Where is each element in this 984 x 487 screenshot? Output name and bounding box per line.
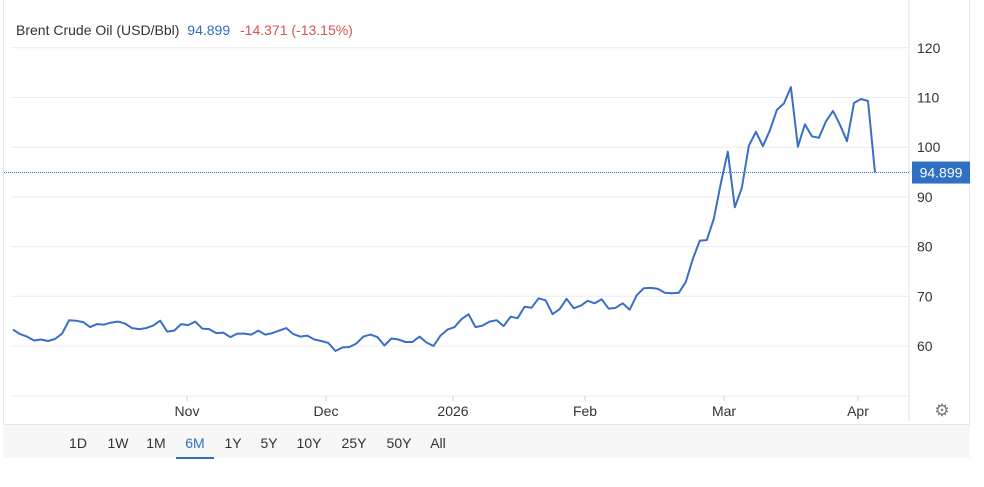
y-tick-label: 60 — [917, 338, 933, 354]
range-button-6m[interactable]: 6M — [176, 433, 214, 459]
price-chart[interactable]: 60 70 80 90 100 110 120 Nov Dec 2026 Feb Mar Apr 94.8… — [4, 0, 971, 424]
range-button-50y[interactable]: 50Y — [386, 435, 412, 451]
range-button-all[interactable]: All — [430, 435, 446, 451]
x-tick-label: Mar — [712, 403, 736, 419]
y-tick-label: 90 — [917, 189, 933, 205]
chart-header: Brent Crude Oil (USD/Bbl) 94.899 -14.371… — [16, 22, 353, 38]
range-button-5y[interactable]: 5Y — [260, 435, 278, 451]
x-tick-label: Apr — [847, 403, 869, 419]
y-tick-label: 110 — [917, 90, 940, 106]
current-price-badge-label: 94.899 — [920, 165, 963, 181]
range-button-1d[interactable]: 1D — [69, 435, 87, 451]
x-tick-label: Dec — [314, 403, 339, 419]
y-tick-label: 120 — [917, 40, 941, 56]
range-button-1w[interactable]: 1W — [107, 435, 129, 451]
x-tick-label: Feb — [573, 403, 597, 419]
range-button-10y[interactable]: 10Y — [296, 435, 322, 451]
price-change: -14.371 (-13.15%) — [240, 22, 353, 38]
range-button-1y[interactable]: 1Y — [224, 435, 242, 451]
range-button-1m[interactable]: 1M — [146, 435, 166, 451]
y-tick-label: 70 — [917, 288, 933, 304]
range-button-25y[interactable]: 25Y — [341, 435, 367, 451]
y-tick-label: 80 — [917, 239, 933, 255]
chart-container: 60 70 80 90 100 110 120 Nov Dec 2026 Feb Mar Apr 94.8… — [3, 0, 970, 458]
x-tick-label: Nov — [175, 403, 200, 419]
x-tick-label: 2026 — [437, 403, 468, 419]
range-selector: 1D 1W 1M 6M 1Y 5Y 10Y 25Y 50Y All — [3, 424, 970, 459]
current-price: 94.899 — [187, 22, 231, 38]
y-tick-label: 100 — [917, 139, 941, 155]
current-price-badge — [912, 161, 970, 184]
price-series-line[interactable] — [12, 86, 876, 352]
instrument-name: Brent Crude Oil (USD/Bbl) — [16, 22, 180, 38]
gear-icon[interactable]: ⚙ — [934, 401, 950, 420]
